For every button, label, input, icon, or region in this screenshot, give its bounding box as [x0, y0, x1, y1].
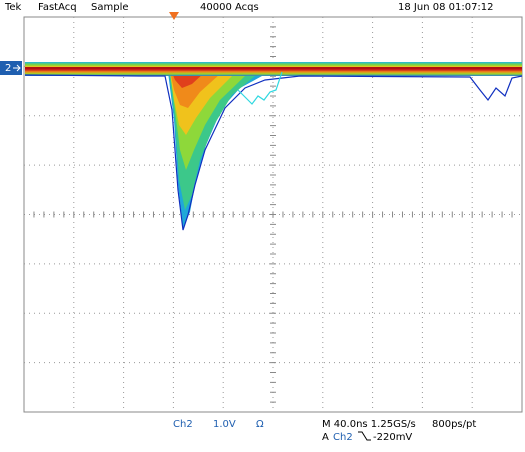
resolution: 800ps/pt: [432, 419, 476, 430]
channel-marker-arrow: [13, 64, 21, 72]
timestamp: 18 Jun 08 01:07:12: [398, 2, 494, 13]
trigger-slope-icon: [358, 431, 371, 441]
vertical-scale: 1.0V: [213, 419, 236, 430]
trigger-position-marker: [169, 12, 179, 20]
acquisition-count: 40000 Acqs: [200, 2, 259, 13]
channel-marker: 2: [5, 63, 11, 74]
timebase: M 40.0ns 1.25GS/s: [322, 419, 416, 430]
termination: Ω: [256, 419, 264, 430]
trigger-label: A: [322, 432, 329, 443]
channel-marker-box: [0, 61, 22, 75]
trigger-level: -220mV: [373, 432, 412, 443]
channel-label: Ch2: [173, 419, 193, 430]
trigger-source: Ch2: [333, 432, 353, 443]
waveform: [24, 62, 523, 231]
acquire-mode: FastAcq: [38, 2, 77, 13]
sample-mode: Sample: [91, 2, 129, 13]
brand: Tek: [4, 2, 22, 13]
graticule: [23, 16, 523, 413]
